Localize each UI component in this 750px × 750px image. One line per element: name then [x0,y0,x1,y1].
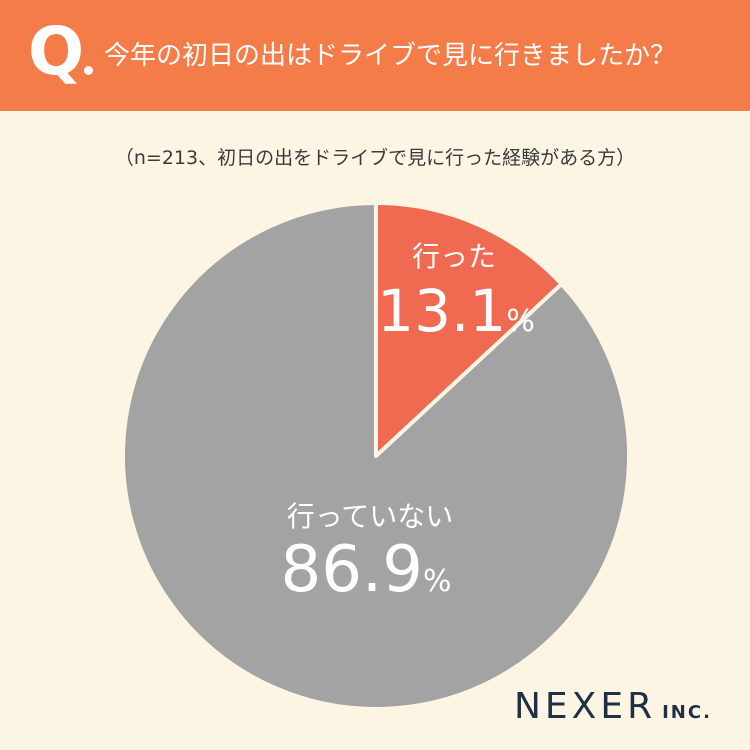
sample-note: （n=213、初日の出をドライブで見に行った経験がある方） [114,147,636,169]
nexer-logo: NEXER INC. [514,684,712,730]
pie-slice-went [374,201,564,458]
slice-value-went-number: 13.1 [377,277,507,345]
logo-main-text: NEXER [514,686,657,727]
slice-value-went: 13.1% [376,276,536,357]
pie-slices [121,201,631,711]
question-header: Q 今年の初日の出はドライブで見に行きましたか？ [0,0,750,111]
slice-label-went: 行った [411,240,496,273]
slice-value-not-went-number: 86.9 [280,533,423,607]
slice-value-not-went: 86.9% [256,532,476,620]
pie-slice-not-went [121,201,631,711]
slice-value-went-unit: % [506,304,535,339]
q-mark: Q [28,13,85,90]
slice-label-not-went: 行っていない [286,500,454,533]
question-text: 今年の初日の出はドライブで見に行きましたか？ [104,41,677,71]
logo-sub-text: INC. [662,702,712,723]
q-dot-icon [84,66,93,75]
slice-value-not-went-unit: % [422,564,452,599]
